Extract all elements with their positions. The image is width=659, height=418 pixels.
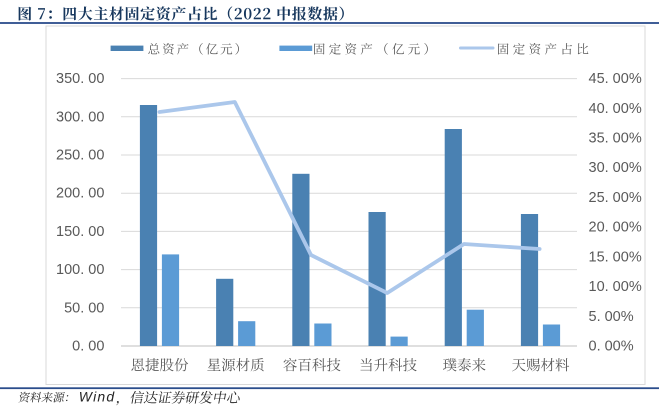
svg-text:45. 00%: 45. 00% bbox=[589, 71, 642, 87]
svg-text:50. 00: 50. 00 bbox=[64, 300, 104, 316]
svg-text:250. 00: 250. 00 bbox=[56, 148, 104, 164]
svg-text:300. 00: 300. 00 bbox=[56, 109, 104, 125]
svg-text:100. 00: 100. 00 bbox=[56, 262, 104, 278]
svg-text:0. 00: 0. 00 bbox=[72, 339, 104, 355]
svg-text:15. 00%: 15. 00% bbox=[589, 249, 642, 265]
svg-text:40. 00%: 40. 00% bbox=[589, 101, 642, 117]
svg-text:30. 00%: 30. 00% bbox=[589, 160, 642, 176]
svg-text:5. 00%: 5. 00% bbox=[589, 309, 634, 325]
svg-text:200. 00: 200. 00 bbox=[56, 186, 104, 202]
svg-text:0. 00%: 0. 00% bbox=[589, 339, 634, 355]
svg-text:150. 00: 150. 00 bbox=[56, 224, 104, 240]
svg-text:Wind: Wind bbox=[79, 389, 116, 405]
svg-text:20. 00%: 20. 00% bbox=[589, 220, 642, 236]
svg-text:25. 00%: 25. 00% bbox=[589, 190, 642, 206]
svg-text:10. 00%: 10. 00% bbox=[589, 279, 642, 295]
svg-text:350. 00: 350. 00 bbox=[56, 71, 104, 87]
svg-text:35. 00%: 35. 00% bbox=[589, 131, 642, 147]
